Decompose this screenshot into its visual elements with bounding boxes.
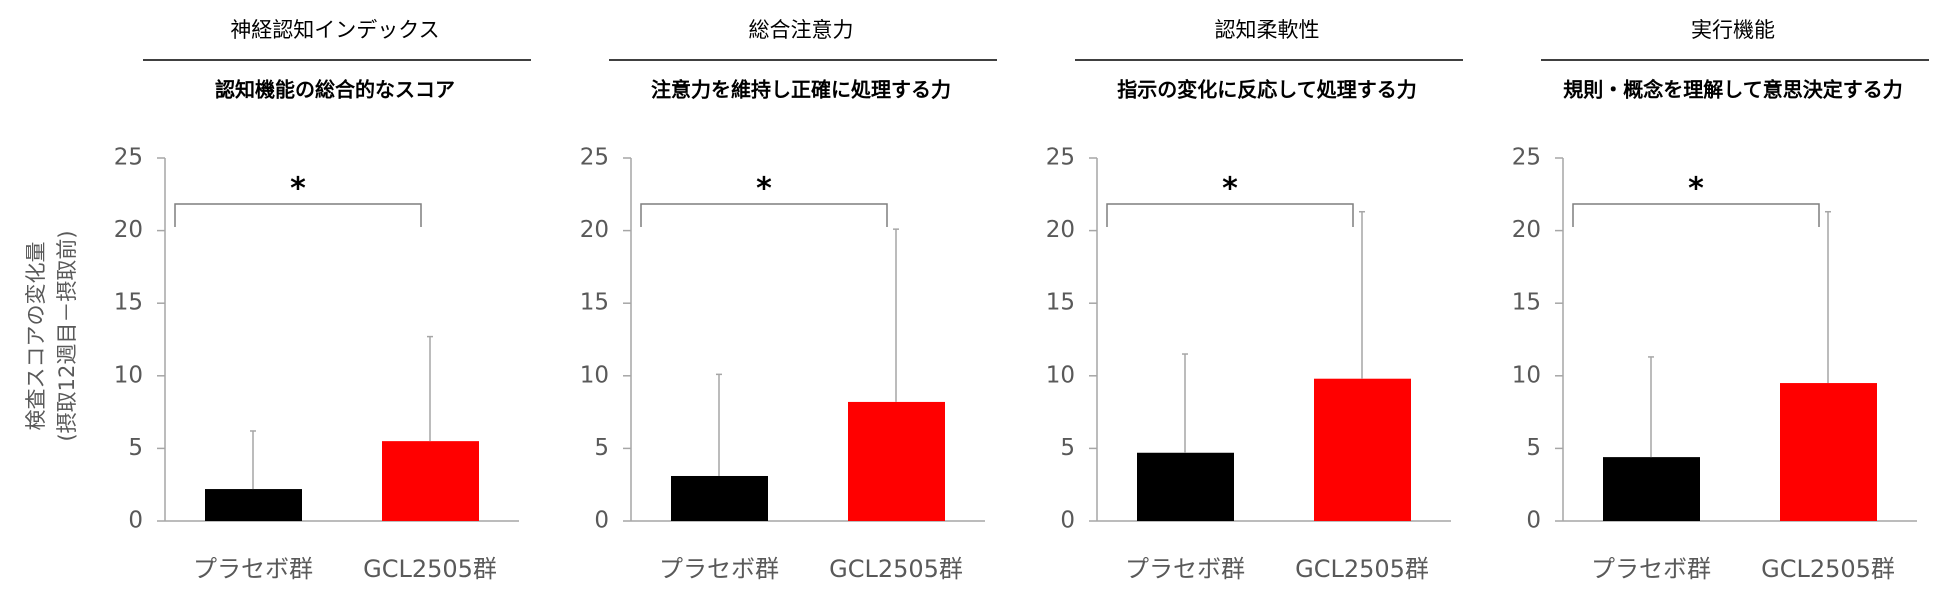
y-tick-label: 20 [1512, 217, 1541, 243]
bar [205, 489, 302, 521]
error-bar [1648, 356, 1654, 458]
x-tick-label: プラセボ群 [1591, 555, 1711, 583]
y-axis-label: 検査スコアの変化量 [24, 242, 48, 431]
y-tick-label: 5 [128, 435, 143, 461]
x-tick-label: GCL2505群 [363, 555, 497, 583]
y-tick-label: 25 [580, 145, 609, 171]
error-bar [1182, 353, 1188, 453]
bar [848, 401, 945, 521]
error-bar [1359, 210, 1365, 379]
y-tick-label: 0 [594, 508, 609, 534]
y-tick-label: 20 [580, 217, 609, 243]
chart-title: 総合注意力 [749, 18, 854, 42]
error-bar [893, 228, 899, 402]
y-tick-label: 25 [114, 145, 143, 171]
bar [671, 475, 768, 521]
significance-bracket [640, 203, 888, 227]
y-tick-label: 15 [580, 290, 609, 316]
y-tick-label: 5 [1526, 435, 1541, 461]
error-bar [716, 373, 722, 476]
y-tick-label: 15 [1046, 290, 1075, 316]
y-tick-label: 25 [1046, 145, 1075, 171]
y-tick-label: 0 [1526, 508, 1541, 534]
y-tick-label: 25 [1512, 145, 1541, 171]
significance-mark: * [756, 172, 772, 207]
bar [1780, 383, 1877, 521]
x-tick-label: プラセボ群 [659, 555, 779, 583]
significance-bracket [1572, 203, 1820, 227]
chart-title: 実行機能 [1691, 18, 1775, 42]
y-tick-label: 15 [1512, 290, 1541, 316]
y-tick-label: 15 [114, 290, 143, 316]
x-tick-label: プラセボ群 [193, 555, 313, 583]
x-tick-label: プラセボ群 [1125, 555, 1245, 583]
chart-subtitle: 指示の変化に反応して処理する力 [1117, 78, 1416, 102]
y-tick-label: 20 [114, 217, 143, 243]
bar [382, 441, 479, 521]
chart-title: 神経認知インデックス [230, 18, 439, 42]
bar [1137, 452, 1234, 521]
bar [1314, 378, 1411, 521]
y-axis-label: (摂取12週目－摂取前) [55, 230, 79, 441]
y-tick-label: 5 [1060, 435, 1075, 461]
error-bar [427, 335, 433, 442]
error-bar [1825, 210, 1831, 384]
significance-mark: * [290, 172, 306, 207]
significance-mark: * [1688, 172, 1704, 207]
y-tick-label: 5 [594, 435, 609, 461]
error-bar [250, 430, 256, 490]
y-tick-label: 0 [1060, 508, 1075, 534]
y-tick-label: 20 [1046, 217, 1075, 243]
y-tick-label: 10 [1046, 362, 1075, 388]
x-tick-label: GCL2505群 [829, 555, 963, 583]
y-tick-label: 10 [580, 362, 609, 388]
significance-bracket [174, 203, 422, 227]
y-tick-label: 10 [114, 362, 143, 388]
x-tick-label: GCL2505群 [1295, 555, 1429, 583]
chart-title: 認知柔軟性 [1215, 18, 1320, 42]
chart-subtitle: 認知機能の総合的なスコア [215, 78, 455, 102]
bar [1603, 457, 1700, 521]
significance-bracket [1106, 203, 1354, 227]
y-tick-label: 10 [1512, 362, 1541, 388]
chart-subtitle: 注意力を維持し正確に処理する力 [651, 78, 951, 102]
y-tick-label: 0 [128, 508, 143, 534]
x-tick-label: GCL2505群 [1761, 555, 1895, 583]
significance-mark: * [1222, 172, 1238, 207]
chart-subtitle: 規則・概念を理解して意思決定する力 [1563, 78, 1902, 102]
